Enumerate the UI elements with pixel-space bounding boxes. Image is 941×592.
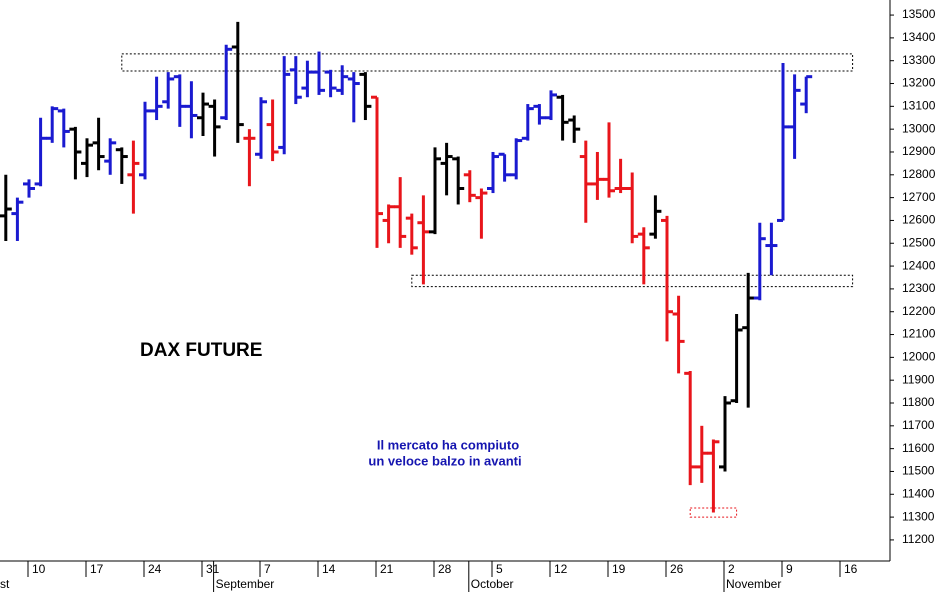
y-tick-label: 13400	[902, 30, 936, 44]
y-tick-label: 12800	[902, 167, 936, 181]
x-tick-label: 19	[612, 562, 626, 576]
y-tick-label: 11900	[902, 372, 935, 386]
x-tick-label: 21	[380, 562, 394, 576]
y-tick-label: 11200	[902, 532, 935, 546]
x-tick-label: 28	[438, 562, 452, 576]
y-tick-label: 13300	[902, 53, 936, 67]
y-tick-label: 12900	[902, 144, 936, 158]
month-label: October	[471, 577, 514, 591]
x-tick-label: 10	[32, 562, 46, 576]
y-tick-label: 13500	[902, 7, 936, 21]
price-zone	[121, 53, 854, 72]
x-tick-label: 2	[728, 562, 735, 576]
x-tick-label: 14	[322, 562, 336, 576]
x-tick-label: 7	[264, 562, 271, 576]
y-tick-label: 12300	[902, 281, 936, 295]
y-tick-label: 12600	[902, 213, 936, 227]
y-tick-label: 12500	[902, 235, 936, 249]
x-tick-label: 12	[554, 562, 568, 576]
y-tick-label: 11600	[902, 441, 935, 455]
y-tick-label: 11300	[902, 509, 935, 523]
x-tick-label: 16	[844, 562, 858, 576]
y-tick-label: 12200	[902, 304, 936, 318]
y-tick-label: 13100	[902, 99, 936, 113]
month-label: November	[726, 577, 781, 591]
y-tick-label: 13000	[902, 121, 936, 135]
y-tick-label: 12700	[902, 190, 936, 204]
month-label: st	[0, 577, 10, 591]
y-tick-label: 11800	[902, 395, 935, 409]
x-tick-label: 5	[496, 562, 503, 576]
y-tick-label: 11400	[902, 486, 935, 500]
x-tick-label: 26	[670, 562, 684, 576]
x-tick-label: 9	[786, 562, 793, 576]
y-tick-label: 11700	[902, 418, 935, 432]
x-tick-label: 17	[90, 562, 104, 576]
y-tick-label: 13200	[902, 76, 936, 90]
chart-title: DAX FUTURE	[140, 340, 262, 361]
y-tick-label: 12000	[902, 350, 936, 364]
price-zone	[411, 274, 854, 288]
month-label: September	[216, 577, 275, 591]
y-tick-label: 11500	[902, 464, 935, 478]
x-tick-label: 31	[206, 562, 220, 576]
annotation: un veloce balzo in avanti	[368, 453, 521, 468]
y-tick-label: 12400	[902, 258, 936, 272]
y-tick-label: 12100	[902, 327, 936, 341]
annotation: Il mercato ha compiuto	[377, 437, 519, 452]
x-tick-label: 24	[148, 562, 162, 576]
